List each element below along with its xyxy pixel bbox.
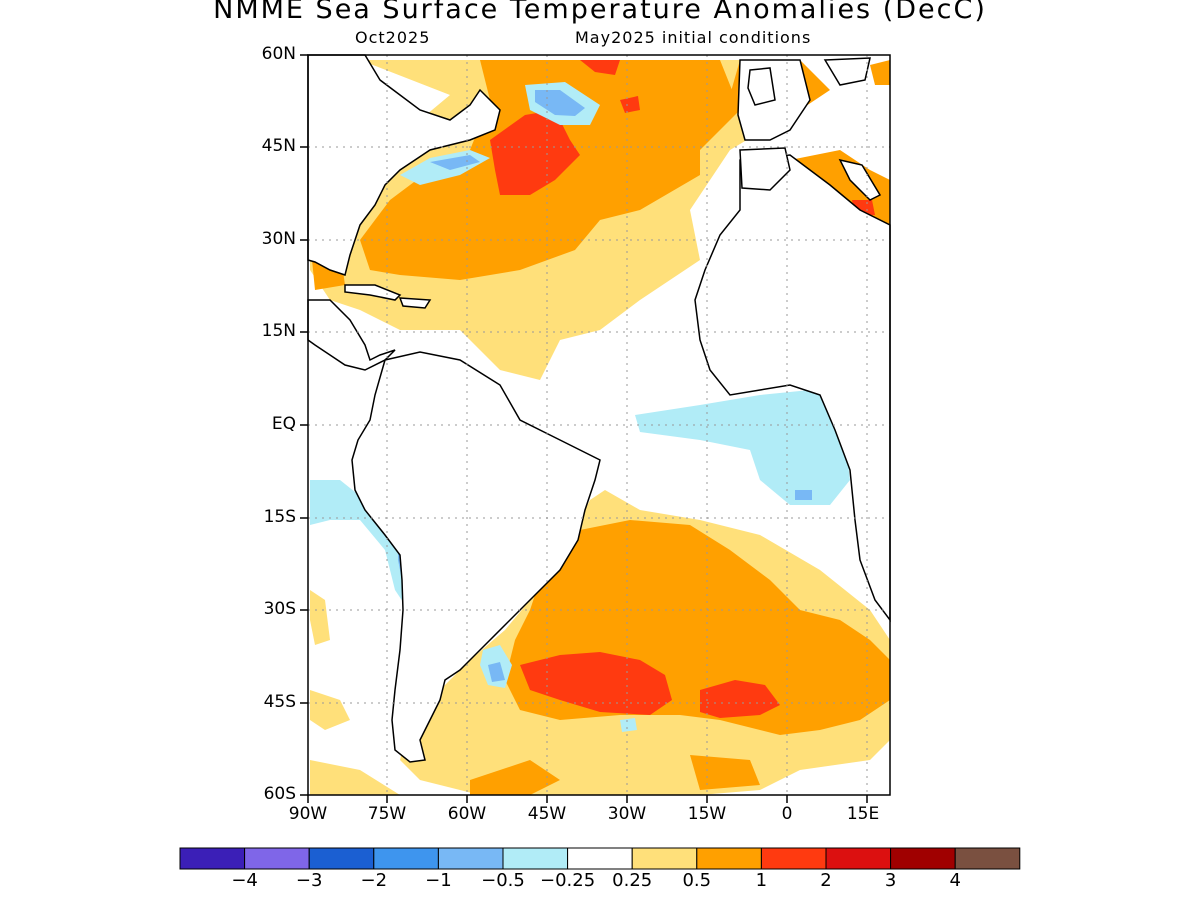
map-title: NMME Sea Surface Temperature Anomalies (…: [213, 0, 987, 25]
graticule: [308, 55, 890, 795]
lon-label: 75W: [367, 804, 407, 824]
lon-label: 15E: [846, 804, 880, 824]
lon-label: 60W: [447, 804, 487, 824]
colorbar-label: 2: [820, 870, 832, 891]
colorbar-swatch: [373, 847, 439, 870]
colorbar-swatch: [825, 847, 892, 870]
anomaly-na-red-small: [580, 60, 620, 75]
anomaly-sw-light2: [310, 690, 350, 730]
colorbar-swatch: [179, 847, 246, 870]
lat-label: 30S: [263, 599, 296, 619]
lat-label: EQ: [271, 414, 296, 434]
colorbar-swatch: [567, 847, 633, 870]
colorbar-swatch: [244, 847, 310, 870]
scandinavia: [823, 57, 871, 86]
anomaly-na-red-small2: [620, 96, 640, 113]
map-frame: [307, 54, 891, 796]
lat-label: 30N: [261, 229, 296, 249]
colorbar-swatch: [760, 847, 827, 870]
colorbar-label: −4: [231, 870, 258, 891]
lon-label: 15W: [687, 804, 727, 824]
lon-label: 45W: [527, 804, 567, 824]
colorbar-label: −3: [295, 870, 323, 891]
initial-conditions: May2025 initial conditions: [575, 28, 812, 47]
tick-marks: [300, 54, 868, 803]
anomaly-na-blue: [535, 90, 585, 116]
anomaly-eq-blue: [635, 390, 850, 505]
lat-label: 45S: [263, 692, 296, 712]
anomaly-south-orange2: [470, 760, 560, 795]
lat-label: 60N: [261, 44, 296, 64]
north-america: [307, 54, 501, 276]
colorbar-label: 4: [949, 870, 961, 891]
anomaly-gulfstream-blue2: [430, 155, 480, 170]
lat-label: 45N: [261, 136, 296, 156]
anomaly-sa-red2: [700, 680, 780, 718]
colorbar-label: −0.25: [540, 870, 596, 891]
anomaly-eq-blue-dark: [795, 490, 812, 500]
lat-label: 15N: [261, 321, 296, 341]
forecast-month: Oct2025: [355, 28, 431, 47]
cuba: [344, 284, 402, 301]
colorbar-swatch: [308, 847, 375, 870]
anomaly-sw-light: [310, 590, 330, 645]
colorbar-swatch: [631, 847, 698, 870]
central-america: [307, 299, 396, 371]
south-america: [351, 351, 601, 763]
land-masses: [307, 54, 891, 763]
anomaly-south-blue: [620, 718, 637, 732]
colorbar-swatch: [954, 847, 1021, 870]
lon-label: 30W: [607, 804, 647, 824]
anomaly-sa-red: [520, 652, 672, 715]
lat-label: 60S: [263, 784, 296, 804]
anomaly-south-light: [310, 760, 400, 795]
anomaly-falkland-blue2: [488, 662, 505, 682]
colorbar-label: 0.5: [682, 870, 712, 891]
lon-label: 0: [781, 804, 793, 824]
colorbar: [179, 847, 1021, 870]
africa: [694, 154, 891, 623]
colorbar-label: −2: [360, 870, 388, 891]
lat-label: 15S: [263, 507, 296, 527]
colorbar-label: −1: [425, 870, 452, 891]
anomaly-na-red: [490, 110, 580, 195]
anomaly-pac-blue: [310, 480, 410, 605]
colorbar-swatch: [437, 847, 504, 870]
anomaly-nscan-orange: [870, 60, 890, 85]
colorbar-swatch: [696, 847, 762, 870]
iberia: [739, 147, 791, 191]
italy: [838, 158, 882, 201]
lon-label: 90W: [288, 804, 328, 824]
colorbar-label: −0.5: [481, 870, 525, 891]
uk: [747, 67, 776, 106]
hispaniola: [398, 297, 432, 309]
colorbar-label: 1: [755, 870, 768, 891]
colorbar-label: 0.25: [612, 870, 653, 891]
anomaly-south-orange: [690, 755, 760, 790]
colorbar-swatch: [890, 847, 956, 870]
colorbar-label: 3: [884, 870, 897, 891]
colorbar-swatch: [502, 847, 569, 870]
